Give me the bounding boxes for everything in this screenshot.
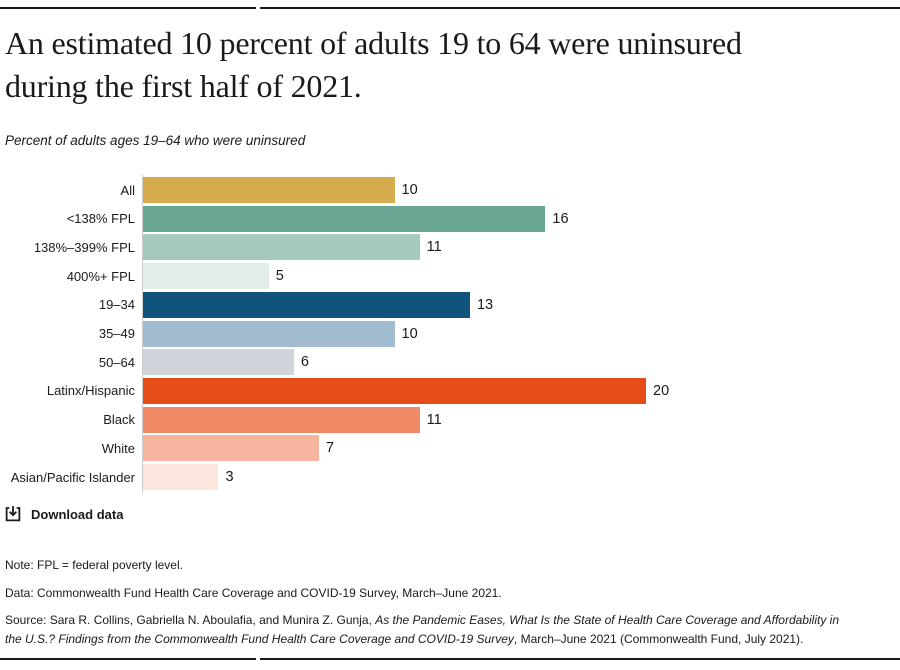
- chart-row: <138% FPL 16: [0, 205, 900, 232]
- bar: [143, 291, 470, 318]
- data-source-text: Data: Commonwealth Fund Health Care Cove…: [5, 586, 502, 600]
- top-rule-right: [260, 7, 900, 9]
- category-label: 35–49: [98, 326, 135, 341]
- category-label: 50–64: [98, 354, 135, 370]
- value-label: 10: [401, 182, 418, 198]
- category-label: White: [101, 440, 135, 456]
- bar: [143, 177, 395, 203]
- value-label: 11: [426, 411, 442, 428]
- bar: [143, 263, 269, 290]
- value-label: 5: [275, 268, 284, 285]
- chart-subtitle: Percent of adults ages 19–64 who were un…: [5, 133, 306, 148]
- page-title-line2: during the first half of 2021.: [5, 68, 362, 104]
- value-label: 20: [653, 382, 670, 399]
- chart-row: All 10: [0, 177, 900, 203]
- chart-row: Black 11: [0, 406, 900, 433]
- value-label: 7: [326, 440, 335, 457]
- chart-row: Latinx/Hispanic 20: [0, 377, 900, 404]
- source-citation: Source: Sara R. Collins, Gabriella N. Ab…: [5, 611, 851, 649]
- chart-row: Asian/Pacific Islander 3: [0, 464, 900, 490]
- bar: [143, 464, 219, 490]
- value-label: 16: [552, 210, 569, 227]
- bar: [143, 349, 294, 376]
- chart-row: 35–49 10: [0, 320, 900, 347]
- bar: [143, 406, 420, 433]
- chart-row: White 7: [0, 435, 900, 462]
- bar-chart: All 10 <138% FPL 16 138%–399% FPL 11 400%+ FPL…: [0, 174, 900, 494]
- category-label: Black: [103, 412, 135, 428]
- download-data-button[interactable]: Download data: [4, 505, 123, 523]
- bottom-rule-left: [0, 658, 256, 660]
- value-label: 11: [426, 239, 442, 256]
- bar: [143, 435, 320, 462]
- category-label: Latinx/Hispanic: [46, 383, 135, 399]
- category-label: 400%+ FPL: [66, 268, 135, 284]
- bar: [143, 377, 646, 404]
- chart-row: 50–64 6: [0, 349, 900, 376]
- source-citation-title: As the Pandemic Eases, What Is the State…: [5, 613, 839, 646]
- value-label: 13: [476, 296, 494, 313]
- y-axis-line: [142, 174, 143, 494]
- source-citation-prefix: Source: Sara R. Collins, Gabriella N. Ab…: [5, 613, 376, 627]
- value-label: 6: [300, 354, 309, 371]
- value-label: 10: [401, 325, 418, 342]
- download-data-label: Download data: [31, 506, 124, 522]
- page-title: An estimated 10 percent of adults 19 to …: [5, 22, 742, 108]
- chart-row: 400%+ FPL 5: [0, 263, 900, 290]
- page-title-line1: An estimated 10 percent of adults 19 to …: [5, 25, 742, 61]
- top-rule-left: [0, 7, 256, 9]
- note-text: Note: FPL = federal poverty level.: [5, 558, 183, 572]
- category-label: <138% FPL: [66, 211, 135, 227]
- bar: [143, 205, 546, 232]
- bar: [143, 320, 395, 347]
- bar: [143, 234, 420, 261]
- source-citation-suffix: , March–June 2021 (Commonwealth Fund, Ju…: [513, 632, 804, 646]
- category-label: Asian/Pacific Islander: [10, 469, 135, 485]
- chart-row: 19–34 13: [0, 291, 900, 318]
- category-label: All: [120, 182, 135, 198]
- category-label: 138%–399% FPL: [33, 239, 135, 255]
- chart-row: 138%–399% FPL 11: [0, 234, 900, 261]
- download-tray-icon: [4, 505, 22, 523]
- value-label: 3: [225, 469, 234, 485]
- category-label: 19–34: [98, 297, 135, 313]
- bottom-rule-right: [260, 658, 900, 660]
